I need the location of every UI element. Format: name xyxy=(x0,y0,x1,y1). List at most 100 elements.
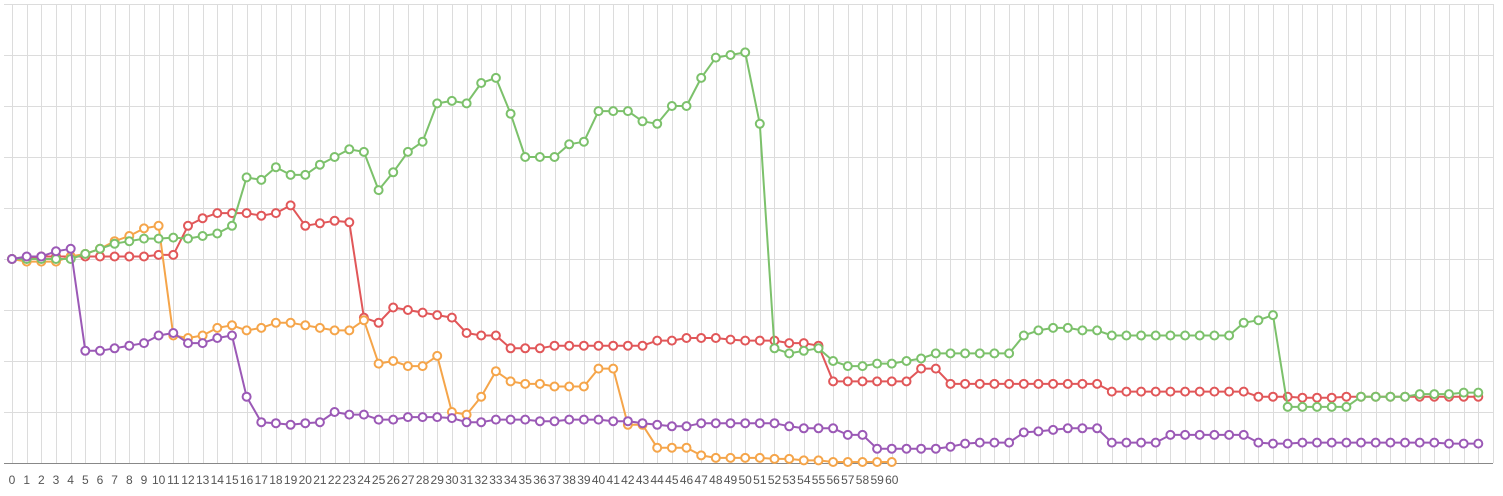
data-point xyxy=(813,455,824,466)
data-point xyxy=(1370,391,1381,402)
series-group xyxy=(7,47,1484,467)
data-point xyxy=(754,452,765,463)
data-point xyxy=(564,340,575,351)
data-point xyxy=(681,101,692,111)
data-point xyxy=(270,208,281,219)
data-point xyxy=(1194,330,1205,341)
data-point xyxy=(1062,378,1073,389)
data-point xyxy=(578,340,589,351)
data-point xyxy=(124,236,135,247)
data-point xyxy=(1326,392,1337,403)
data-point xyxy=(622,416,633,427)
data-point xyxy=(1312,401,1322,412)
data-point xyxy=(476,330,487,341)
data-point xyxy=(681,442,692,453)
data-point xyxy=(974,437,985,448)
x-tick-label: 34 xyxy=(504,473,518,487)
data-point xyxy=(696,333,707,343)
x-tick-label: 56 xyxy=(826,473,840,487)
data-point xyxy=(300,169,311,180)
data-point xyxy=(974,348,985,359)
data-point xyxy=(1341,437,1352,448)
data-point xyxy=(490,366,501,377)
data-point xyxy=(1473,387,1484,398)
data-point xyxy=(1444,438,1454,449)
data-point xyxy=(1414,389,1425,400)
x-tick-label: 30 xyxy=(445,473,459,487)
data-point xyxy=(139,251,149,262)
x-tick-label: 21 xyxy=(313,473,327,487)
data-point xyxy=(1165,429,1176,440)
x-tick-label: 15 xyxy=(225,473,239,487)
data-point xyxy=(710,452,721,463)
data-point xyxy=(358,315,369,326)
x-tick-label: 39 xyxy=(577,473,591,487)
data-point xyxy=(373,185,384,196)
x-tick-label: 55 xyxy=(812,473,826,487)
data-point xyxy=(960,438,971,449)
x-tick-label: 53 xyxy=(782,473,796,487)
data-point xyxy=(505,108,516,119)
data-point xyxy=(314,218,325,229)
data-point xyxy=(476,417,487,428)
data-point xyxy=(241,172,252,183)
data-point xyxy=(622,106,633,117)
data-point xyxy=(754,418,765,429)
data-point xyxy=(886,443,897,454)
data-point xyxy=(652,118,663,129)
data-point xyxy=(490,72,501,83)
data-point xyxy=(534,152,545,162)
x-tick-label: 29 xyxy=(431,473,445,487)
data-point xyxy=(1297,392,1308,403)
data-point xyxy=(329,215,340,226)
data-point xyxy=(256,417,267,428)
data-point xyxy=(784,338,795,349)
data-point xyxy=(1209,386,1220,397)
data-point xyxy=(857,361,868,372)
data-point xyxy=(1018,427,1029,438)
data-point xyxy=(798,455,809,466)
data-point xyxy=(1121,330,1132,341)
x-tick-label: 12 xyxy=(181,473,195,487)
data-point xyxy=(1458,387,1469,398)
data-point xyxy=(1018,378,1029,389)
data-point xyxy=(681,333,692,343)
data-point xyxy=(828,423,839,434)
data-point xyxy=(227,220,237,231)
data-point xyxy=(593,340,604,351)
x-tick-label: 7 xyxy=(111,473,118,487)
data-point xyxy=(769,453,780,464)
data-point xyxy=(212,333,223,343)
data-point xyxy=(930,348,941,359)
data-point xyxy=(710,418,721,429)
data-point xyxy=(666,335,677,346)
data-point xyxy=(769,343,780,354)
data-point xyxy=(593,106,604,117)
data-point xyxy=(1018,330,1029,341)
data-point xyxy=(960,378,971,389)
data-point xyxy=(1092,378,1103,389)
data-point xyxy=(696,72,707,83)
data-point xyxy=(1165,330,1176,341)
x-tick-label: 9 xyxy=(141,473,148,487)
data-point xyxy=(402,146,413,157)
data-point xyxy=(1429,437,1440,448)
data-point xyxy=(1253,437,1264,448)
data-point xyxy=(1238,317,1249,328)
data-point xyxy=(1370,437,1381,448)
data-point xyxy=(153,220,164,231)
data-point xyxy=(784,421,795,432)
data-point xyxy=(80,248,91,259)
data-point xyxy=(358,409,369,420)
data-point xyxy=(432,350,443,361)
x-tick-label: 49 xyxy=(724,473,738,487)
data-point xyxy=(989,348,1000,359)
data-point xyxy=(637,116,648,127)
data-point xyxy=(300,320,311,331)
data-point xyxy=(1385,391,1396,402)
data-point xyxy=(652,419,663,430)
data-point xyxy=(432,412,443,423)
data-point xyxy=(1004,437,1015,448)
x-tick-label: 59 xyxy=(870,473,884,487)
x-tick-label: 44 xyxy=(651,473,665,487)
